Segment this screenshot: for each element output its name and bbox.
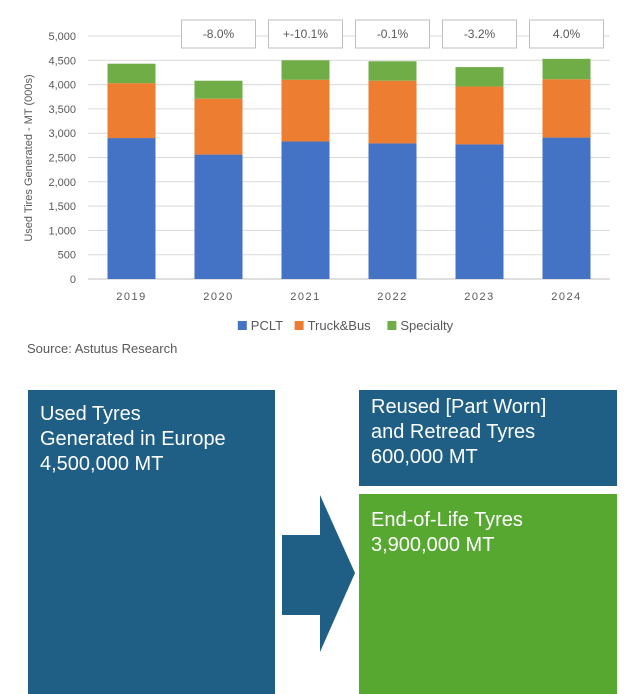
x-tick-label: 2020 (203, 291, 233, 303)
bar-specialty-2021 (281, 60, 330, 80)
reused-line1: Reused [Part Worn] (371, 396, 547, 418)
y-tick-label: 5,000 (48, 31, 76, 43)
y-tick-label: 500 (58, 250, 76, 262)
change-annotation-text: -0.1% (377, 27, 409, 41)
change-annotation-box (529, 19, 604, 49)
bar-truck-bus-2021 (281, 79, 330, 142)
bar-truck-bus-2019 (107, 83, 156, 139)
legend-label: Truck&Bus (308, 318, 372, 333)
change-annotation-box (268, 19, 343, 49)
bar-pclt-2021 (281, 141, 330, 279)
used-tyres-line1: Used Tyres (40, 403, 141, 425)
bars (107, 58, 591, 279)
bar-truck-bus-2023 (455, 86, 504, 145)
y-axis-label: Used Tires Generated - MT (000s) (23, 74, 35, 241)
y-tick-label: 4,000 (48, 80, 76, 92)
bar-pclt-2022 (368, 143, 417, 279)
y-tick-label: 0 (70, 274, 76, 286)
change-annotation-box (181, 19, 256, 49)
bar-pclt-2019 (107, 138, 156, 279)
end-of-life-box: End-of-Life Tyres 3,900,000 MT (359, 494, 617, 694)
used-tyres-line2: Generated in Europe (40, 428, 226, 450)
bar-specialty-2020 (194, 80, 243, 99)
x-axis-ticks: 2019 2020 2021 2022 2023 2024 (116, 291, 581, 303)
used-tyres-value: 4,500,000 MT (40, 453, 164, 475)
reused-line2: and Retread Tyres (371, 421, 536, 443)
y-tick-label: 2,500 (48, 153, 76, 165)
change-annotation-box (442, 19, 517, 49)
change-annotation-text: 4.0% (553, 27, 581, 41)
bar-pclt-2020 (194, 154, 243, 279)
reused-retread-box: Reused [Part Worn] and Retread Tyres 600… (359, 390, 617, 486)
y-tick-label: 2,000 (48, 177, 76, 189)
gridlines (88, 35, 610, 280)
bar-pclt-2023 (455, 144, 504, 279)
bar-truck-bus-2022 (368, 80, 417, 144)
x-tick-label: 2019 (116, 291, 146, 303)
eol-value: 3,900,000 MT (371, 534, 495, 556)
bar-specialty-2019 (107, 63, 156, 84)
legend-swatch-truck-bus (294, 321, 304, 330)
change-annotation-text: -8.0% (203, 27, 235, 41)
legend-swatch-specialty (387, 321, 397, 330)
y-tick-label: 1,000 (48, 225, 76, 237)
bar-truck-bus-2024 (542, 79, 591, 138)
x-tick-label: 2023 (464, 291, 494, 303)
x-tick-label: 2021 (290, 291, 320, 303)
eol-line1: End-of-Life Tyres (371, 509, 523, 531)
bar-specialty-2022 (368, 61, 417, 81)
stacked-bar-chart: 0 500 1,000 1,500 2,000 2,500 3,000 3,500 4,000 4… (23, 19, 610, 333)
y-axis-ticks: 0 500 1,000 1,500 2,000 2,500 3,000 3,500 4,000 4… (48, 31, 76, 286)
used-tyres-box: Used Tyres Generated in Europe 4,500,000… (28, 390, 275, 694)
y-tick-label: 4,500 (48, 55, 76, 67)
x-tick-label: 2024 (551, 291, 581, 303)
bar-truck-bus-2020 (194, 98, 243, 155)
y-tick-label: 3,500 (48, 104, 76, 116)
source-note: Source: Astutus Research (27, 341, 178, 356)
reused-value: 600,000 MT (371, 446, 478, 468)
change-annotation-text: -3.2% (464, 27, 496, 41)
change-annotation-box (355, 19, 430, 49)
change-annotation-text: +-10.1% (283, 27, 328, 41)
legend-label: PCLT (251, 318, 283, 333)
bar-specialty-2023 (455, 67, 504, 87)
bar-pclt-2024 (542, 137, 591, 279)
x-tick-label: 2022 (377, 291, 407, 303)
change-annotations: -8.0% +-10.1% -0.1% -3.2% 4.0% (181, 19, 604, 49)
legend-swatch-pclt (237, 321, 247, 330)
bar-specialty-2024 (542, 58, 591, 80)
legend-label: Specialty (400, 318, 453, 333)
y-tick-label: 3,000 (48, 128, 76, 140)
right-arrow-icon (282, 495, 355, 652)
y-tick-label: 1,500 (48, 201, 76, 213)
legend: PCLT Truck&Bus Specialty (237, 318, 454, 333)
